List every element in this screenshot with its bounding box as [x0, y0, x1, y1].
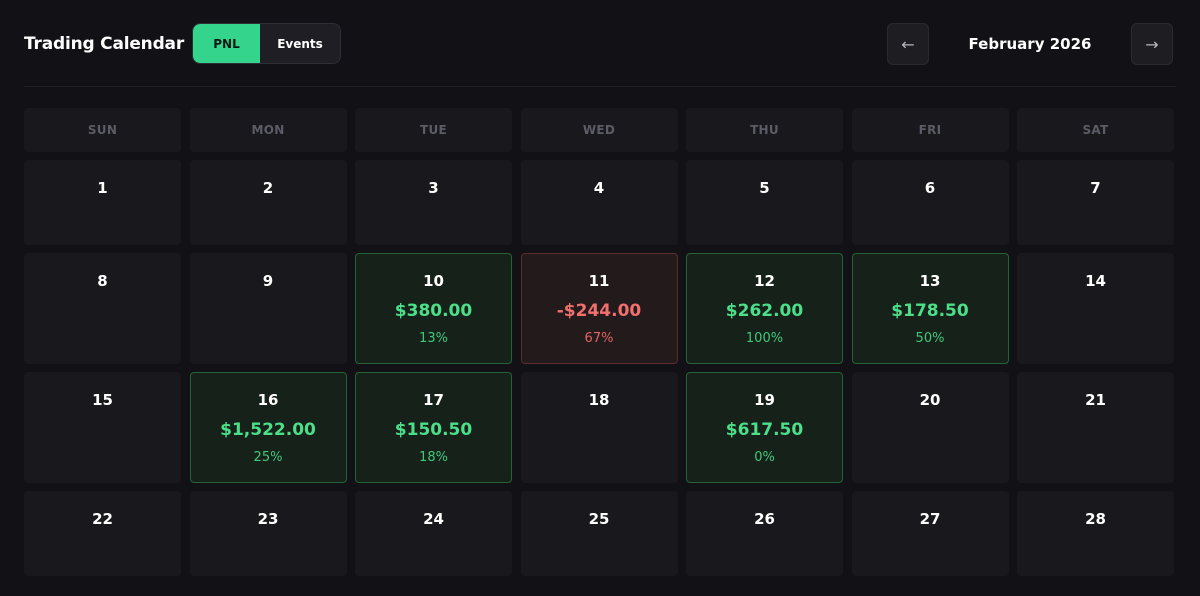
day-cell[interactable]: 22 [24, 491, 181, 576]
day-number: 11 [588, 272, 610, 290]
day-cell[interactable]: 8 [24, 253, 181, 364]
day-pnl-value: $262.00 [725, 301, 804, 321]
day-cell[interactable]: 20 [851, 372, 1009, 483]
day-number: 5 [759, 179, 770, 197]
day-cell[interactable]: 4 [520, 160, 678, 245]
day-pnl-value: -$244.00 [556, 301, 642, 321]
day-cell[interactable]: 23 [189, 491, 347, 576]
day-cell[interactable]: 9 [189, 253, 347, 364]
day-cell[interactable]: 5 [686, 160, 843, 245]
day-cell[interactable]: 7 [1017, 160, 1174, 245]
day-cell[interactable]: 6 [851, 160, 1009, 245]
day-win-rate: 100% [745, 331, 784, 346]
day-number: 23 [257, 510, 279, 528]
day-cell[interactable]: 3 [355, 160, 512, 245]
day-cell[interactable]: 10 $380.00 13% [355, 253, 512, 364]
day-cell[interactable]: 19 $617.50 0% [686, 372, 843, 483]
weekday-tue: TUE [355, 108, 512, 152]
day-pnl-value: $178.50 [891, 301, 969, 321]
day-number: 6 [924, 179, 936, 197]
day-number: 3 [428, 179, 439, 197]
day-number: 16 [257, 391, 279, 409]
day-cell[interactable]: 18 [520, 372, 678, 483]
day-number: 19 [754, 391, 775, 409]
day-number: 26 [754, 510, 775, 528]
day-cell[interactable]: 24 [355, 491, 512, 576]
day-number: 17 [423, 391, 444, 409]
day-win-rate: 18% [419, 450, 448, 465]
day-number: 15 [92, 391, 113, 409]
page-title: Trading Calendar [24, 34, 185, 54]
day-cell[interactable]: 21 [1017, 372, 1174, 483]
day-cell[interactable]: 12 $262.00 100% [686, 253, 843, 364]
day-number: 13 [919, 272, 941, 290]
day-number: 21 [1085, 391, 1106, 409]
month-label: February 2026 [968, 35, 1092, 53]
day-number: 22 [92, 510, 113, 528]
weekday-fri: FRI [851, 108, 1009, 152]
arrow-left-icon: ← [901, 34, 915, 54]
day-cell[interactable]: 13 $178.50 50% [851, 253, 1009, 364]
day-number: 10 [423, 272, 444, 290]
prev-month-button[interactable]: ← [887, 23, 929, 65]
day-cell[interactable]: 11 -$244.00 67% [520, 253, 678, 364]
day-number: 1 [97, 179, 108, 197]
toggle-pnl[interactable]: PNL [193, 24, 260, 63]
weekday-thu: THU [686, 108, 843, 152]
day-cell[interactable]: 17 $150.50 18% [355, 372, 512, 483]
day-pnl-value: $1,522.00 [220, 420, 316, 440]
weekday-sat: SAT [1017, 108, 1174, 152]
weekday-mon: MON [189, 108, 347, 152]
day-cell[interactable]: 28 [1017, 491, 1174, 576]
day-number: 12 [754, 272, 775, 290]
day-win-rate: 13% [419, 331, 448, 346]
day-win-rate: 67% [584, 331, 614, 346]
day-cell[interactable]: 25 [520, 491, 678, 576]
day-number: 8 [97, 272, 108, 290]
header-divider [24, 86, 1176, 87]
day-number: 7 [1090, 179, 1101, 197]
day-pnl-value: $150.50 [394, 420, 473, 440]
day-cell[interactable]: 1 [24, 160, 181, 245]
day-win-rate: 50% [915, 331, 945, 346]
day-number: 28 [1085, 510, 1106, 528]
calendar-grid: SUN MON TUE WED THU FRI SAT 1 2 3 4 5 6 7 8 9 10 $… [24, 108, 1174, 576]
day-win-rate: 0% [754, 450, 775, 465]
day-number: 2 [262, 179, 274, 197]
view-toggle: PNL Events [192, 23, 341, 64]
day-number: 14 [1085, 272, 1106, 290]
day-cell[interactable]: 16 $1,522.00 25% [189, 372, 347, 483]
day-number: 20 [919, 391, 941, 409]
day-pnl-value: $380.00 [394, 301, 473, 321]
day-number: 24 [423, 510, 444, 528]
day-number: 25 [588, 510, 610, 528]
weekday-wed: WED [520, 108, 678, 152]
day-cell[interactable]: 26 [686, 491, 843, 576]
day-cell[interactable]: 15 [24, 372, 181, 483]
day-pnl-value: $617.50 [725, 420, 804, 440]
arrow-right-icon: → [1145, 34, 1159, 54]
next-month-button[interactable]: → [1131, 23, 1173, 65]
day-number: 18 [588, 391, 610, 409]
day-cell[interactable]: 2 [189, 160, 347, 245]
toggle-events[interactable]: Events [277, 36, 323, 51]
day-cell[interactable]: 27 [851, 491, 1009, 576]
weekday-sun: SUN [24, 108, 181, 152]
day-cell[interactable]: 14 [1017, 253, 1174, 364]
day-number: 9 [262, 272, 274, 290]
day-number: 4 [593, 179, 605, 197]
day-win-rate: 25% [253, 450, 283, 465]
day-number: 27 [919, 510, 941, 528]
